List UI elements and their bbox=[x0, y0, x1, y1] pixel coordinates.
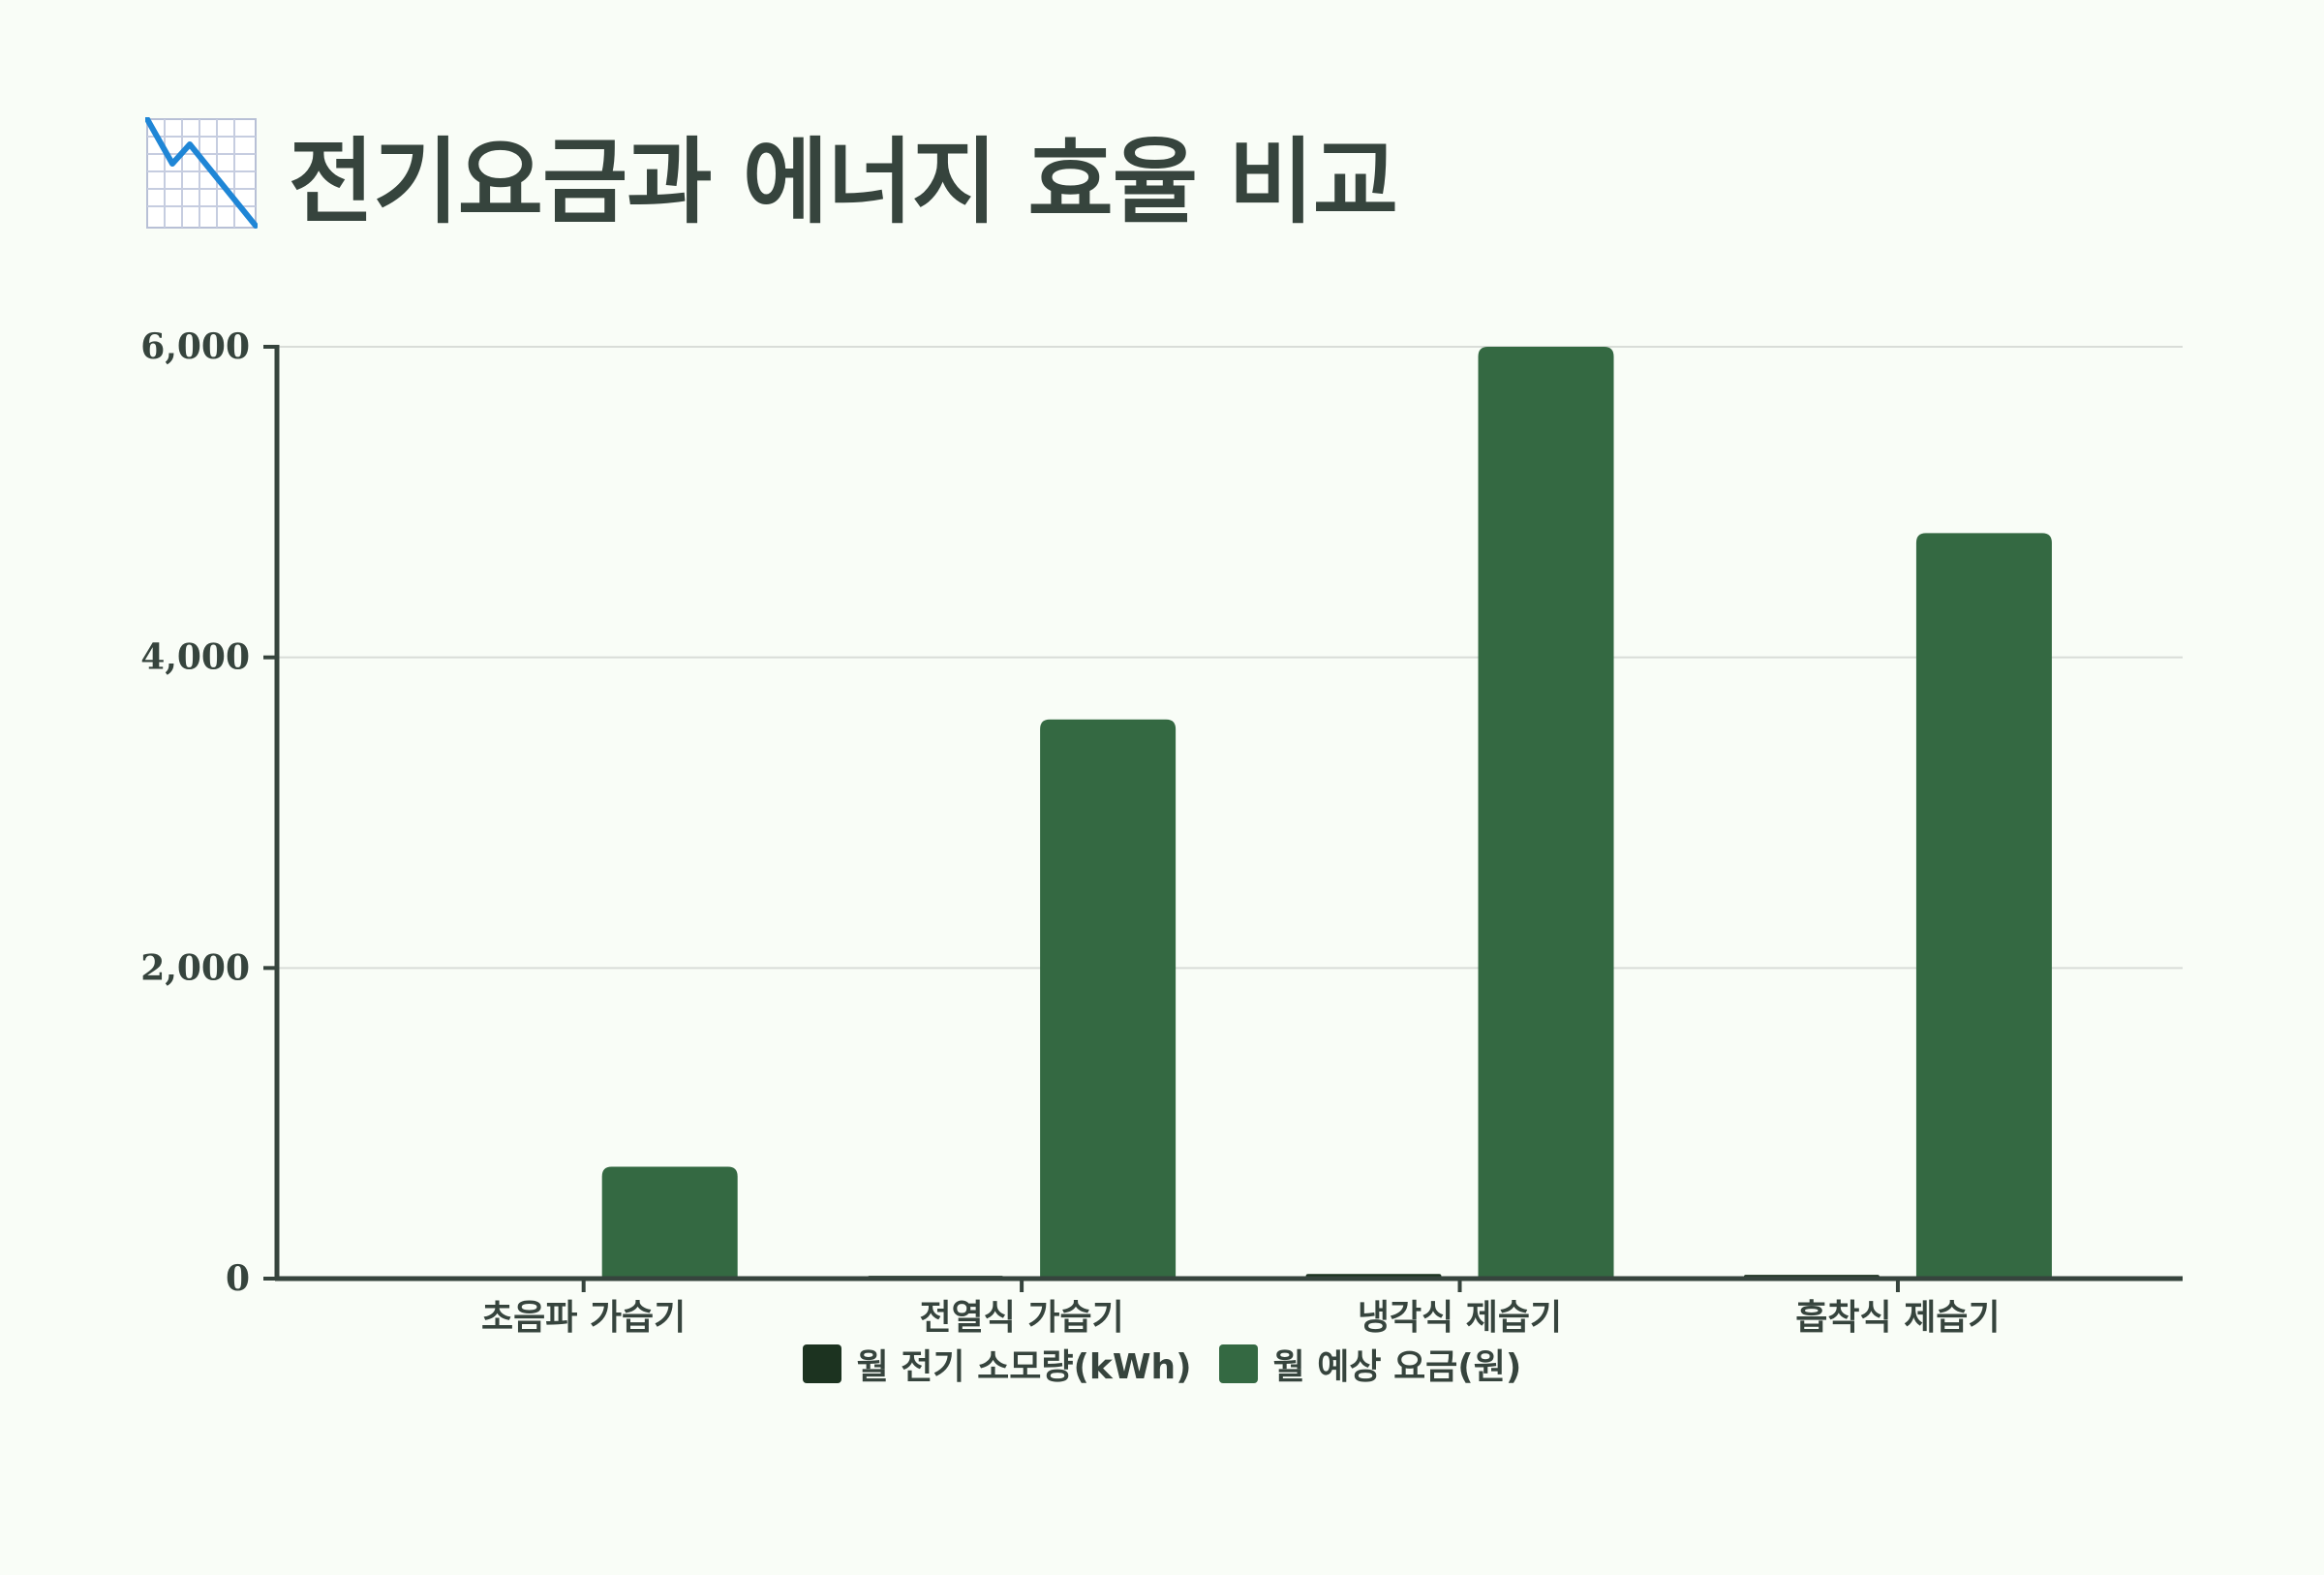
tick-labels: 0 2,000 4,000 6,000 초음파 가습기 전열식 가습기 냉각식 제습기 흡착식… bbox=[140, 326, 2000, 1338]
y-tick-label: 0 bbox=[226, 1258, 250, 1299]
bar-cost[interactable] bbox=[1040, 719, 1177, 1279]
legend-swatch-kwh bbox=[802, 1344, 841, 1383]
y-tick-label: 2,000 bbox=[140, 947, 250, 988]
legend-item-kwh[interactable]: 월 전기 소모량(kWh) bbox=[802, 1339, 1192, 1389]
chart-decreasing-icon bbox=[145, 117, 258, 229]
legend-label-kwh: 월 전기 소모량(kWh) bbox=[856, 1347, 1192, 1387]
x-tick-label: 흡착식 제습기 bbox=[1795, 1298, 2000, 1338]
x-tick-label: 냉각식 제습기 bbox=[1358, 1298, 1562, 1338]
grid-lines bbox=[277, 346, 2183, 970]
y-tick-label: 4,000 bbox=[140, 637, 250, 678]
legend: 월 전기 소모량(kWh) 월 예상 요금(원) bbox=[0, 1341, 2324, 1387]
x-tick-label: 초음파 가습기 bbox=[481, 1298, 686, 1338]
y-tick-label: 6,000 bbox=[140, 326, 250, 367]
bars bbox=[429, 347, 2052, 1279]
bar-cost[interactable] bbox=[1478, 347, 1614, 1279]
legend-swatch-cost bbox=[1218, 1344, 1258, 1383]
chart-title: 전기요금과 에너지 효율 비교 bbox=[145, 114, 1398, 236]
axes bbox=[263, 345, 2183, 1292]
bar-cost[interactable] bbox=[1915, 533, 2052, 1279]
bar-cost[interactable] bbox=[601, 1166, 738, 1279]
legend-label-cost: 월 예상 요금(원) bbox=[1272, 1347, 1522, 1387]
legend-item-cost[interactable]: 월 예상 요금(원) bbox=[1218, 1339, 1522, 1389]
page-title: 전기요금과 에너지 효율 비교 bbox=[289, 127, 1398, 236]
x-tick-label: 전열식 가습기 bbox=[919, 1298, 1123, 1338]
